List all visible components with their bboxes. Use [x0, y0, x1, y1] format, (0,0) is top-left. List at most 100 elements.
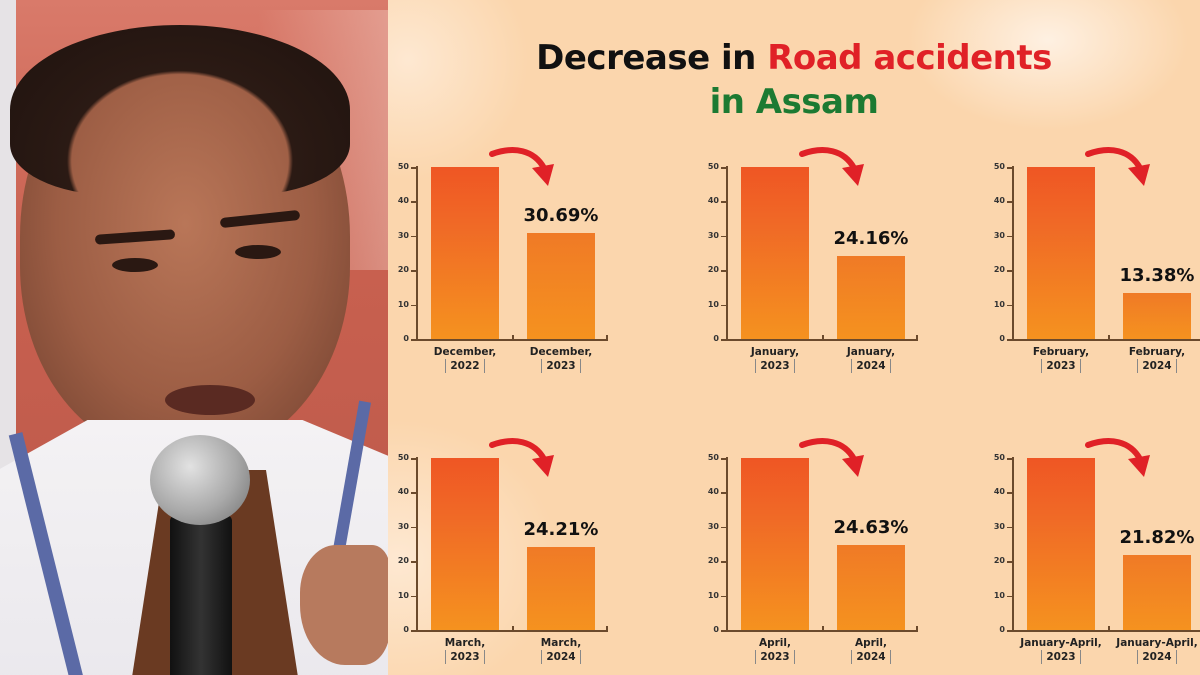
- x-label-after: January-April, 2024: [1116, 637, 1198, 664]
- bar-chart: 50 40 30 20 10 0 21.82% January-April, 2023 Janu…: [986, 438, 1200, 664]
- x-axis-tick: [916, 626, 918, 631]
- x-label-after: January, 2024: [846, 346, 896, 373]
- x-label-before: March, 2023: [444, 637, 486, 664]
- x-label-before: December, 2022: [433, 346, 497, 373]
- x-label-after: April, 2024: [816, 636, 926, 664]
- bar-before: [1027, 167, 1095, 339]
- curved-down-arrow-icon: [1085, 438, 1150, 477]
- x-axis: [726, 630, 918, 632]
- y-tick: 50: [390, 162, 416, 174]
- decrease-percent: 24.21%: [523, 518, 599, 540]
- x-label-before: January-April, 2023: [1020, 637, 1102, 664]
- y-tick: 10: [700, 591, 726, 603]
- x-axis-tick: [606, 335, 608, 340]
- curved-down-arrow-icon: [489, 438, 554, 477]
- y-tick: 20: [986, 556, 1012, 568]
- curved-down-arrow-icon: [1085, 147, 1150, 186]
- microphone-handle: [170, 515, 232, 675]
- decrease-percent: 24.16%: [833, 227, 909, 249]
- eye-right: [235, 245, 281, 259]
- y-tick: 40: [986, 196, 1012, 208]
- y-tick: 40: [986, 487, 1012, 499]
- y-tick: 20: [390, 556, 416, 568]
- y-tick: 20: [700, 265, 726, 277]
- x-axis-tick: [606, 626, 608, 631]
- y-tick: 40: [700, 196, 726, 208]
- y-tick: 20: [986, 265, 1012, 277]
- speaker-photo: [0, 0, 388, 675]
- y-tick: 20: [700, 556, 726, 568]
- bar-before: [741, 458, 809, 630]
- decrease-percent: 30.69%: [523, 205, 599, 227]
- bar-after: [527, 546, 595, 630]
- hair: [10, 25, 350, 195]
- bar-chart: 50 40 30 20 10 0 13.38% February, 2023 February,…: [986, 147, 1200, 373]
- mouth: [165, 385, 255, 415]
- x-label-before: April, 2023: [720, 636, 830, 664]
- title-highlight: Road accidents: [767, 38, 1052, 78]
- y-tick: 10: [700, 300, 726, 312]
- decrease-percent: 13.38%: [1119, 264, 1195, 286]
- y-tick: 0: [390, 625, 416, 637]
- x-label-after: December, 2023: [529, 346, 593, 373]
- y-axis: [726, 457, 728, 631]
- y-tick: 40: [700, 487, 726, 499]
- title-prefix: Decrease in: [536, 38, 768, 78]
- curved-down-arrow-icon: [799, 438, 864, 477]
- x-axis-tick: [822, 335, 824, 340]
- x-axis-tick: [1108, 626, 1110, 631]
- y-axis: [416, 457, 418, 631]
- y-tick: 50: [986, 453, 1012, 465]
- x-axis-tick: [916, 335, 918, 340]
- y-tick: 50: [700, 453, 726, 465]
- y-tick: 40: [390, 487, 416, 499]
- x-label-before: February, 2023: [1032, 346, 1090, 373]
- y-axis: [416, 166, 418, 340]
- microphone-icon: [150, 435, 250, 525]
- bar-before: [431, 458, 499, 630]
- y-tick: 10: [986, 591, 1012, 603]
- bar-chart: 50 40 30 20 10 0 30.69% December, 2022 December,…: [390, 147, 608, 373]
- y-tick: 50: [700, 162, 726, 174]
- y-tick: 0: [986, 334, 1012, 346]
- x-axis: [1012, 339, 1200, 341]
- y-axis: [1012, 457, 1014, 631]
- y-tick: 40: [390, 196, 416, 208]
- x-axis-tick: [512, 335, 514, 340]
- y-tick: 20: [390, 265, 416, 277]
- y-tick: 30: [390, 522, 416, 534]
- x-label-after: February, 2024: [1128, 346, 1186, 373]
- y-tick: 30: [986, 522, 1012, 534]
- title-line-1: Decrease in Road accidents: [388, 38, 1200, 78]
- y-tick: 30: [390, 231, 416, 243]
- decrease-percent: 24.63%: [833, 517, 909, 539]
- y-axis: [726, 166, 728, 340]
- x-axis: [1012, 630, 1200, 632]
- x-label-before: January, 2023: [750, 346, 800, 373]
- x-label-after: March, 2024: [540, 637, 582, 664]
- x-axis-tick: [822, 626, 824, 631]
- y-tick: 10: [390, 300, 416, 312]
- y-tick: 50: [390, 453, 416, 465]
- bar-after: [837, 545, 905, 630]
- y-axis: [1012, 166, 1014, 340]
- bar-chart: 50 40 30 20 10 0 24.63% April, 2023 April, 2024: [700, 438, 918, 664]
- y-tick: 30: [700, 522, 726, 534]
- x-axis: [416, 339, 608, 341]
- bar-before: [431, 167, 499, 339]
- bar-after: [527, 233, 595, 339]
- y-tick: 0: [700, 334, 726, 346]
- curved-down-arrow-icon: [489, 147, 554, 186]
- x-axis: [726, 339, 918, 341]
- bar-before: [1027, 458, 1095, 630]
- infographic-panel: Decrease in Road accidents in Assam 50 40…: [388, 0, 1200, 675]
- y-tick: 0: [986, 625, 1012, 637]
- bar-after: [837, 255, 905, 339]
- bar-chart: 50 40 30 20 10 0 24.21% March, 2023 March, 2024: [390, 438, 608, 664]
- y-tick: 30: [700, 231, 726, 243]
- x-axis-tick: [1108, 335, 1110, 340]
- title-line-2: in Assam: [709, 82, 879, 122]
- eye-left: [112, 258, 158, 272]
- hand: [300, 545, 388, 665]
- x-axis: [416, 630, 608, 632]
